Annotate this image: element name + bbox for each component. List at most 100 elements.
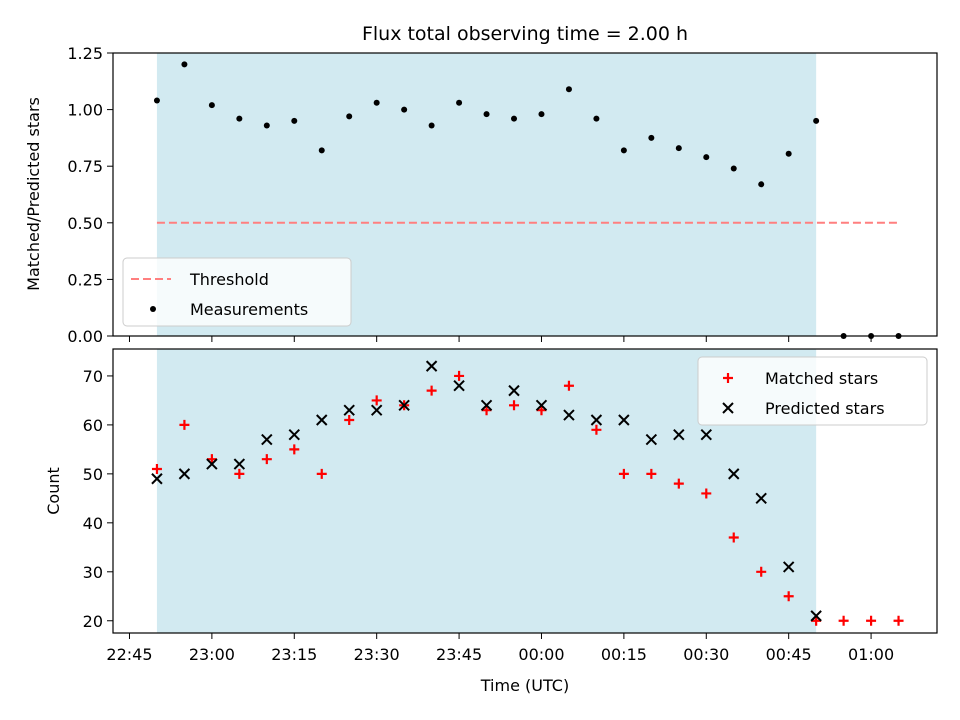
matched-stars-point	[316, 468, 327, 479]
y-tick-label: 20	[83, 612, 103, 631]
bottom-marks	[151, 360, 904, 626]
matched-stars-point	[289, 444, 300, 455]
measurements-point	[703, 154, 710, 161]
measurements-point	[730, 165, 737, 172]
legend-label: Threshold	[189, 270, 269, 289]
matched-stars-point	[563, 380, 574, 391]
measurements-point	[236, 115, 243, 122]
matched-stars-point	[893, 615, 904, 626]
matched-stars-point	[371, 395, 382, 406]
predicted-stars-point	[151, 473, 163, 485]
y-tick-label: 40	[83, 514, 103, 533]
y-tick-label: 60	[83, 416, 103, 435]
legend-box	[697, 356, 928, 426]
measurements-point	[373, 99, 380, 106]
predicted-stars-point	[782, 561, 795, 573]
x-tick-label: 23:30	[354, 645, 400, 664]
measurements-point	[593, 115, 600, 122]
predicted-stars-point	[288, 428, 300, 441]
predicted-stars-point	[645, 433, 658, 446]
matched-stars-point	[536, 405, 547, 416]
x-tick-label: 00:45	[766, 645, 812, 664]
predicted-stars-point	[480, 399, 493, 412]
matched-stars-point	[701, 488, 712, 499]
predicted-stars-point	[178, 468, 191, 480]
predicted-stars-point	[343, 404, 355, 416]
predicted-stars-point	[535, 399, 548, 412]
matched-stars-point	[426, 385, 437, 396]
bottom-y-axis-label: Count	[44, 467, 63, 515]
y-tick-label: 70	[83, 367, 103, 386]
legend-marker	[723, 373, 733, 383]
predicted-stars-point	[590, 414, 603, 426]
matched-stars-point	[344, 415, 355, 425]
top-x-ticks	[128, 336, 872, 342]
matched-stars-point	[454, 370, 465, 381]
y-tick-label: 50	[83, 465, 103, 484]
top-panel: 0.00 0.25 0.50 0.75 1.00 1.25 Matched/Predict…	[24, 44, 938, 346]
measurements-point	[428, 122, 435, 129]
legend-label: Measurements	[190, 300, 308, 319]
y-tick-label: 30	[83, 563, 103, 582]
predicted-stars-point	[673, 428, 685, 441]
predicted-stars-point	[370, 404, 383, 416]
matched-stars-point	[151, 463, 162, 474]
matched-stars-point	[811, 615, 822, 626]
matched-stars-point	[509, 400, 520, 411]
matched-stars-point	[234, 468, 245, 479]
predicted-stars-point	[398, 399, 410, 412]
bottom-x-ticks: 22:45 23:00 23:15 23:30 23:45 00:00 00:15 00:30…	[106, 633, 894, 664]
matched-stars-point	[673, 478, 684, 489]
top-axes-frame	[112, 52, 938, 337]
x-tick-label: 00:00	[518, 645, 564, 664]
matched-stars-point	[838, 615, 849, 626]
measurements-point	[456, 99, 463, 106]
y-tick-label: 0.50	[67, 214, 103, 233]
measurements-point	[483, 111, 490, 118]
matched-stars-point	[728, 532, 739, 543]
matched-stars-point	[591, 424, 602, 435]
predicted-stars-point	[233, 458, 246, 470]
measurements-point	[758, 181, 765, 188]
legend-box	[122, 257, 352, 327]
predicted-stars-point	[206, 458, 218, 470]
matched-stars-point	[261, 454, 272, 465]
predicted-stars-point	[728, 468, 740, 480]
measurements-point	[648, 134, 655, 141]
matched-stars-point	[756, 566, 767, 577]
predicted-stars-point	[618, 414, 630, 426]
predicted-stars-point	[453, 380, 465, 392]
x-tick-label: 00:30	[683, 645, 729, 664]
x-axis-label: Time (UTC)	[480, 676, 569, 695]
x-tick-label: 00:15	[601, 645, 647, 664]
matched-stars-point	[866, 615, 877, 626]
y-tick-label: 1.25	[67, 44, 103, 63]
predicted-stars-point	[810, 610, 822, 622]
matched-stars-point	[646, 468, 657, 479]
x-tick-label: 23:45	[436, 645, 482, 664]
predicted-stars-point	[316, 414, 328, 426]
predicted-stars-point	[755, 492, 767, 505]
y-tick-label: 0.00	[67, 327, 103, 346]
matched-stars-point	[618, 468, 629, 479]
measurements-point	[620, 147, 627, 154]
legend-swatch	[723, 373, 733, 383]
measurements-point	[318, 147, 325, 154]
measurements-point	[263, 122, 270, 129]
y-tick-label: 0.25	[67, 270, 103, 289]
legend-marker	[722, 402, 734, 414]
measurements-point	[208, 102, 215, 109]
x-tick-label: 23:15	[271, 645, 317, 664]
bottom-y-ticks: 20 30 40 50 60 70	[83, 367, 113, 631]
bottom-legend: Matched stars Predicted stars	[697, 356, 928, 426]
measurements-point	[153, 97, 160, 104]
top-marks	[153, 61, 902, 339]
legend-swatch	[722, 402, 734, 414]
top-y-axis-label: Matched/Predicted stars	[24, 97, 43, 291]
measurements-point	[785, 150, 792, 157]
measurements-point	[511, 115, 518, 122]
legend-marker	[150, 306, 156, 312]
chart-title: Flux total observing time = 2.00 h	[362, 23, 688, 45]
y-tick-label: 1.00	[67, 101, 103, 120]
